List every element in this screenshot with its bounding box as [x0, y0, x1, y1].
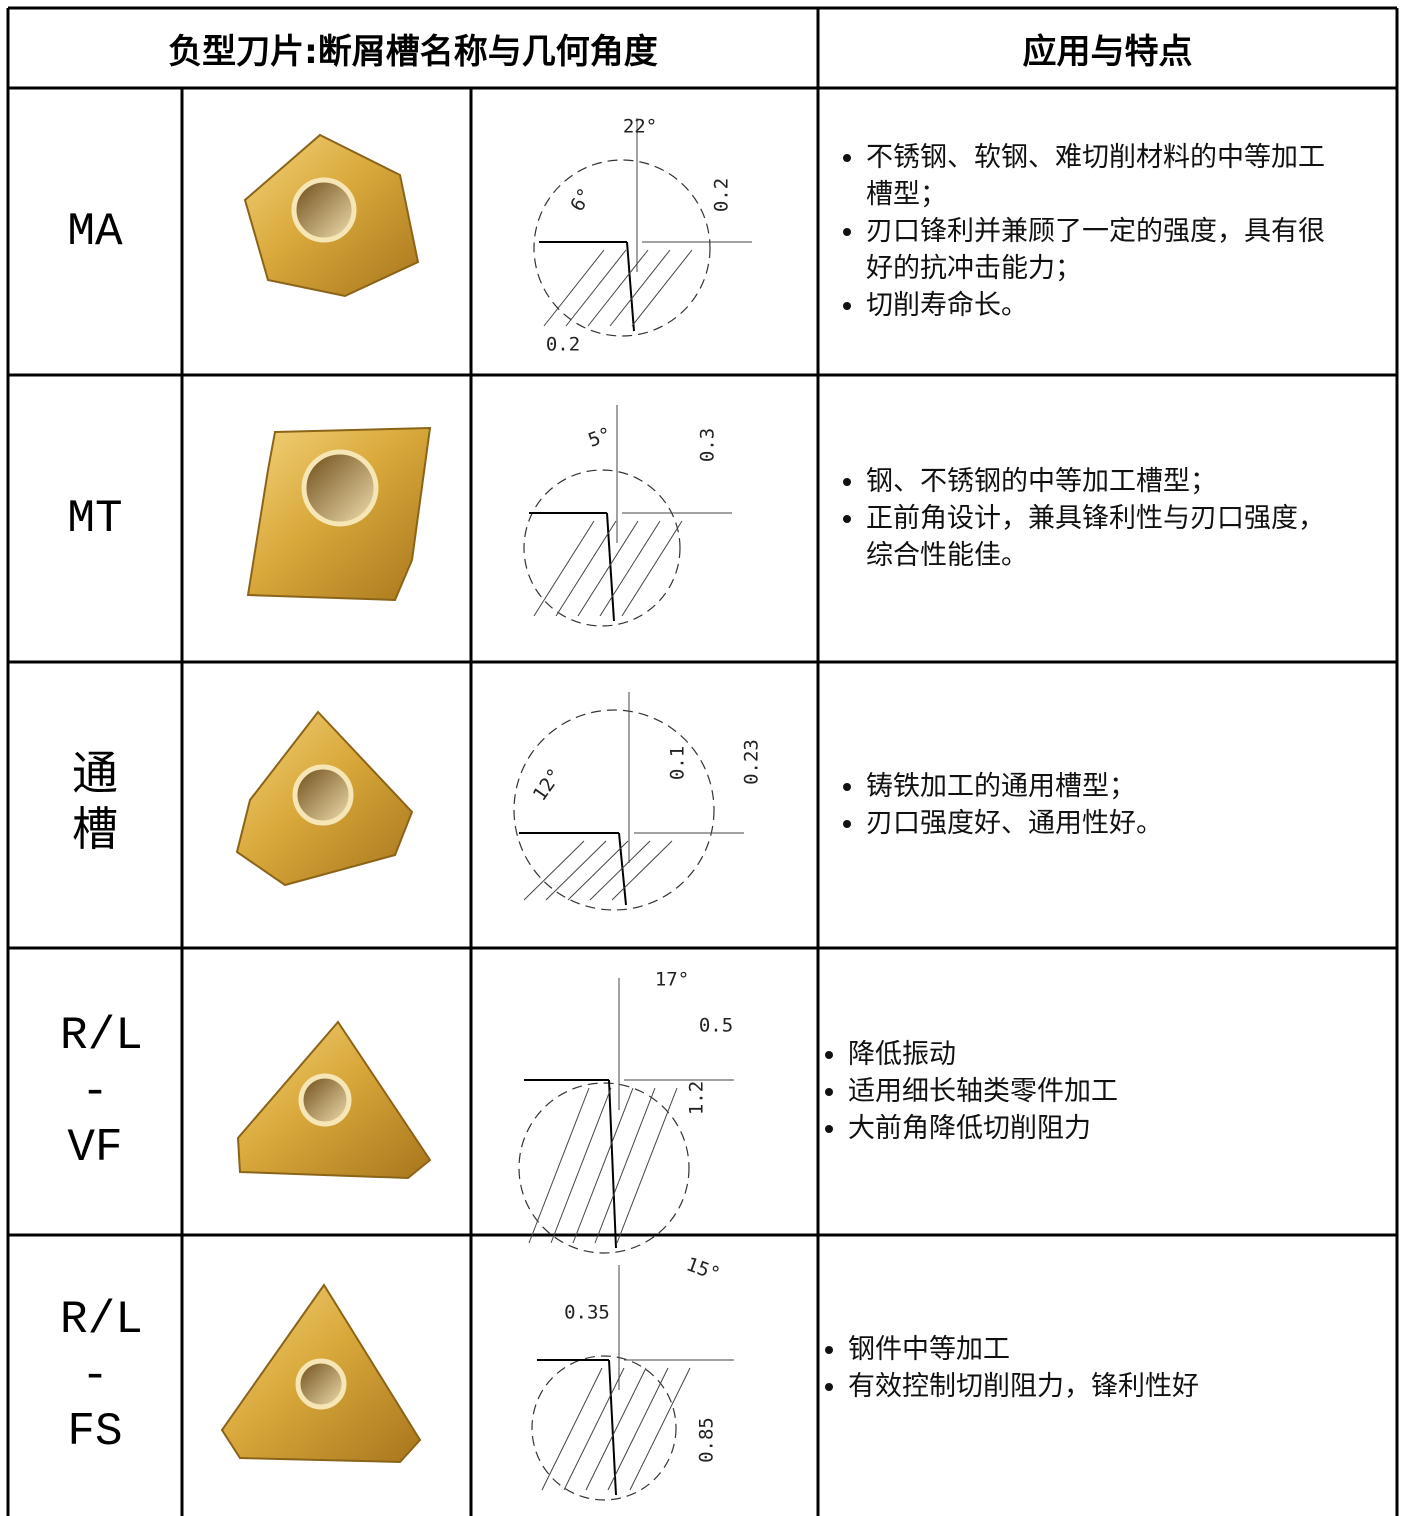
feature-list: 钢件中等加工有效控制切削阻力，锋利性好	[826, 1331, 1199, 1405]
hatch	[599, 520, 661, 617]
feature-item: 切削寿命长。	[866, 287, 1330, 324]
flank-line	[608, 1079, 617, 1249]
features-cell: 降低振动适用细长轴类零件加工大前角降低切削阻力	[826, 948, 1386, 1235]
row-name: 通槽	[8, 662, 182, 948]
row-name-text: R/L -FS	[60, 1293, 143, 1458]
dimension-label: 1.2	[686, 1081, 708, 1115]
row-name: R/L -VF	[8, 948, 182, 1235]
dimension-label: 0.3	[697, 428, 719, 462]
flank-line	[626, 241, 635, 332]
insert-hole	[298, 1073, 352, 1127]
hatch	[543, 249, 605, 327]
row-name: MT	[8, 375, 182, 662]
feature-item: 钢、不锈钢的中等加工槽型；	[866, 463, 1330, 500]
feature-list: 降低振动适用细长轴类零件加工大前角降低切削阻力	[826, 1036, 1118, 1147]
dimension-label: 0.23	[741, 739, 763, 785]
hatch	[607, 1367, 669, 1491]
header-cell: 负型刀片:断屑槽名称与几何角度	[168, 31, 658, 72]
detail-circle	[518, 1082, 690, 1254]
dimension-label: 17°	[655, 969, 689, 991]
feature-item: 刃口锋利并兼顾了一定的强度，具有很好的抗冲击能力；	[866, 213, 1330, 287]
hatch	[567, 840, 629, 901]
feature-item: 不锈钢、软钢、难切削材料的中等加工槽型；	[866, 139, 1330, 213]
dimension-label: 0.85	[696, 1417, 718, 1463]
dimension-label: 0.35	[564, 1302, 610, 1324]
hatch	[541, 1367, 603, 1491]
hatch	[545, 840, 607, 901]
hatch	[616, 1087, 678, 1244]
dimension-label: 0.2	[546, 334, 580, 356]
flank-line	[608, 1359, 617, 1496]
hatch	[621, 520, 683, 617]
feature-list: 铸铁加工的通用槽型；刃口强度好、通用性好。	[830, 768, 1163, 842]
hatch	[587, 249, 649, 327]
feature-item: 正前角设计，兼具锋利性与刃口强度，综合性能佳。	[866, 500, 1330, 574]
feature-list: 不锈钢、软钢、难切削材料的中等加工槽型；刃口锋利并兼顾了一定的强度，具有很好的抗…	[830, 139, 1330, 324]
row-name-text: MA	[67, 205, 123, 258]
hatch	[577, 520, 639, 617]
flank-line	[618, 832, 627, 906]
hatch	[528, 1087, 590, 1244]
features-cell: 铸铁加工的通用槽型；刃口强度好、通用性好。	[830, 662, 1330, 948]
row-name: MA	[8, 88, 182, 375]
insert-hole	[292, 764, 354, 826]
feature-item: 铸铁加工的通用槽型；	[866, 768, 1163, 805]
row-name-text: R/L -VF	[60, 1009, 143, 1174]
dimension-label: 15°	[683, 1253, 723, 1285]
detail-circle	[533, 159, 711, 337]
feature-item: 降低振动	[848, 1036, 1118, 1073]
hatch	[565, 249, 627, 327]
hatch	[523, 840, 585, 901]
hatch	[631, 249, 693, 327]
insert-hole	[291, 177, 357, 243]
hatch	[555, 520, 617, 617]
features-cell: 钢、不锈钢的中等加工槽型；正前角设计，兼具锋利性与刃口强度，综合性能佳。	[830, 375, 1330, 662]
hatch	[611, 840, 673, 901]
features-cell: 钢件中等加工有效控制切削阻力，锋利性好	[826, 1235, 1386, 1500]
hatch	[585, 1367, 647, 1491]
dimension-label: 0.2	[711, 178, 733, 212]
header-cell: 应用与特点	[1022, 31, 1193, 72]
hatch	[563, 1367, 625, 1491]
feature-item: 大前角降低切削阻力	[848, 1110, 1118, 1147]
row-name-text: MT	[67, 492, 123, 545]
flank-line	[606, 512, 615, 622]
dimension-label: 22°	[623, 116, 657, 138]
hatch	[550, 1087, 612, 1244]
dimension-label: 6°	[566, 184, 596, 215]
detail-circle	[523, 469, 681, 627]
dimension-label: 5°	[585, 423, 614, 452]
detail-circle	[513, 709, 715, 911]
feature-item: 适用细长轴类零件加工	[848, 1073, 1118, 1110]
feature-item: 有效控制切削阻力，锋利性好	[848, 1368, 1199, 1405]
feature-item: 刃口强度好、通用性好。	[866, 805, 1163, 842]
feature-list: 钢、不锈钢的中等加工槽型；正前角设计，兼具锋利性与刃口强度，综合性能佳。	[830, 463, 1330, 574]
features-cell: 不锈钢、软钢、难切削材料的中等加工槽型；刃口锋利并兼顾了一定的强度，具有很好的抗…	[830, 88, 1330, 375]
dimension-label: 12°	[529, 764, 567, 805]
hatch	[594, 1087, 656, 1244]
dimension-label: 0.1	[667, 746, 689, 780]
insert-hole	[295, 1358, 347, 1410]
feature-item: 钢件中等加工	[848, 1331, 1199, 1368]
detail-circle	[531, 1355, 677, 1501]
hatch	[589, 840, 651, 901]
dimension-label: 0.5	[699, 1015, 733, 1037]
hatch	[609, 249, 671, 327]
hatch	[572, 1087, 634, 1244]
row-name-text: 通槽	[72, 751, 118, 859]
row-name: R/L -FS	[8, 1235, 182, 1516]
hatch	[629, 1367, 691, 1491]
insert-hole	[301, 449, 379, 527]
hatch	[533, 520, 595, 617]
